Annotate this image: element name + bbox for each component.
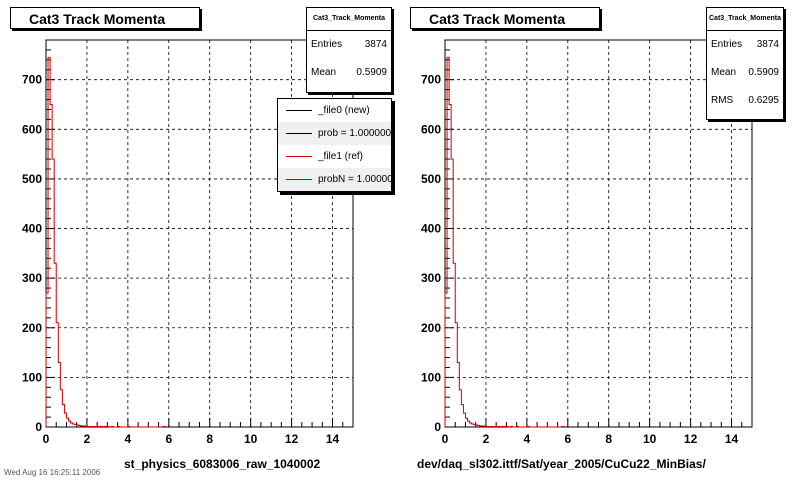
panel2-xlabel: dev/daq_sl302.ittf/Sat/year_2005/CuCu22_… <box>417 457 706 471</box>
panel1-stats-value: 0.5909 <box>356 67 387 78</box>
legend-entry: _file1 (ref) <box>278 145 391 168</box>
y-tick-label: 200 <box>421 321 441 335</box>
panel1-legend: _file0 (new) prob = 1.000000 _file1 (ref… <box>277 98 392 192</box>
panel2-stats-value: 0.6295 <box>748 95 779 106</box>
panel2-stats-label: Entries <box>711 39 743 50</box>
legend-swatch <box>286 156 312 157</box>
panel1-stats-row: Mean 0.5909 <box>307 59 391 87</box>
panel2-stats-row: Entries 3874 <box>707 31 783 59</box>
y-tick-label: 300 <box>421 271 441 285</box>
panel2-stats-row: RMS 0.6295 <box>707 87 783 115</box>
y-tick-label: 700 <box>421 73 441 87</box>
panel1-title: Cat3 Track Momenta <box>10 7 200 29</box>
y-tick-label: 600 <box>22 122 42 136</box>
histogram-series <box>444 56 565 428</box>
y-tick-label: 100 <box>22 370 42 384</box>
x-tick-label: 12 <box>684 432 698 446</box>
panel2-title: Cat3 Track Momenta <box>410 7 600 29</box>
histogram-series <box>45 56 166 428</box>
panel2-stats-name: Cat3_Track_Momenta <box>707 8 783 31</box>
panel1-stats-value: 3874 <box>364 39 387 50</box>
legend-label: _file1 (ref) <box>318 151 364 162</box>
panel2-stats-label: Mean <box>711 67 737 78</box>
x-tick-label: 12 <box>285 432 299 446</box>
y-tick-label: 600 <box>421 122 441 136</box>
panel1-stats-row: Entries 3874 <box>307 31 391 59</box>
panel1-stats-box: Cat3_Track_Momenta Entries 3874 Mean 0.5… <box>306 7 392 93</box>
panel2-stats-value: 3874 <box>756 39 779 50</box>
x-tick-label: 14 <box>326 432 340 446</box>
y-tick-label: 400 <box>22 222 42 236</box>
legend-label: prob = 1.000000 <box>318 128 392 139</box>
legend-swatch <box>286 110 312 111</box>
legend-label: probN = 1.000000 <box>318 174 392 185</box>
y-tick-label: 300 <box>22 271 42 285</box>
x-tick-label: 8 <box>605 432 612 446</box>
legend-entry: probN = 1.000000 <box>278 168 391 191</box>
panel1-stats-label: Entries <box>311 39 343 50</box>
x-tick-label: 10 <box>643 432 657 446</box>
y-tick-label: 400 <box>421 222 441 236</box>
y-tick-label: 200 <box>22 321 42 335</box>
panel1-stats-label: Mean <box>311 67 337 78</box>
x-tick-label: 6 <box>165 432 172 446</box>
x-tick-label: 2 <box>84 432 91 446</box>
x-tick-label: 2 <box>483 432 490 446</box>
x-tick-label: 0 <box>43 432 50 446</box>
legend-entry: _file0 (new) <box>278 99 391 122</box>
legend-entry: prob = 1.000000 <box>278 122 391 145</box>
x-tick-label: 0 <box>442 432 449 446</box>
x-tick-label: 6 <box>564 432 571 446</box>
footer-timestamp: Wed Aug 16 16:25:11 2006 <box>4 468 101 477</box>
legend-label: _file0 (new) <box>318 105 370 116</box>
plot-frame <box>444 39 753 428</box>
x-tick-label: 4 <box>125 432 132 446</box>
panel2-stats-row: Mean 0.5909 <box>707 59 783 87</box>
panel1-stats-name: Cat3_Track_Momenta <box>307 8 391 31</box>
y-tick-label: 100 <box>421 370 441 384</box>
panel1-title-text: Cat3 Track Momenta <box>29 11 166 27</box>
y-tick-label: 0 <box>35 420 42 434</box>
x-tick-label: 8 <box>206 432 213 446</box>
panel1-xlabel: st_physics_6083006_raw_1040002 <box>124 457 321 471</box>
panel2-stats-value: 0.5909 <box>748 67 779 78</box>
x-tick-label: 10 <box>244 432 258 446</box>
legend-swatch <box>286 133 312 134</box>
legend-swatch <box>286 179 312 180</box>
panel2-title-text: Cat3 Track Momenta <box>429 11 566 27</box>
panel2-stats-box: Cat3_Track_Momenta Entries 3874 Mean 0.5… <box>706 7 784 120</box>
x-tick-label: 14 <box>725 432 739 446</box>
panel2-stats-label: RMS <box>711 95 734 106</box>
y-tick-label: 0 <box>434 420 441 434</box>
y-tick-label: 700 <box>22 73 42 87</box>
x-tick-label: 4 <box>524 432 531 446</box>
y-tick-label: 500 <box>421 172 441 186</box>
y-tick-label: 500 <box>22 172 42 186</box>
